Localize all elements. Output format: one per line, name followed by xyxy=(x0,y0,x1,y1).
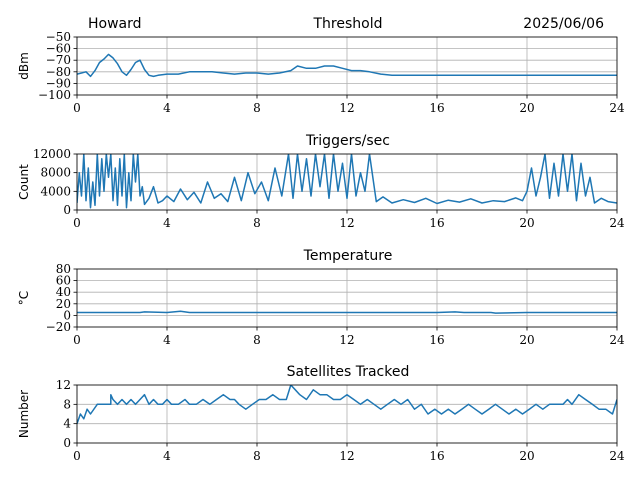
x-tick-label: 8 xyxy=(253,216,261,230)
panel-title: Satellites Tracked xyxy=(287,364,410,380)
x-tick-label: 12 xyxy=(339,101,354,115)
panel-title: Triggers/sec xyxy=(305,133,390,149)
y-tick-label: 40 xyxy=(56,285,71,299)
panel-3: 0 4 8 12 16 20 24 0 4 8 12 Satellites Tracked Number xyxy=(17,364,625,463)
x-tick-label: 20 xyxy=(519,449,534,463)
y-tick-label: −50 xyxy=(46,30,71,44)
y-tick-label: 0 xyxy=(63,203,71,217)
x-tick-label: 12 xyxy=(339,333,354,347)
y-tick-label: 8000 xyxy=(40,166,71,180)
panel-title: Temperature xyxy=(303,248,393,264)
x-tick-label: 24 xyxy=(609,101,625,115)
x-tick-label: 8 xyxy=(253,101,261,115)
x-tick-label: 12 xyxy=(339,449,354,463)
chart-panels: 0 4 8 12 16 20 24 −100−90−80−70−60−50 Threshold d… xyxy=(17,16,625,463)
panel-1: 0 4 8 12 16 20 24 0 4000 8000 12000 Triggers/sec Cou… xyxy=(17,133,625,230)
x-tick-label: 0 xyxy=(73,101,81,115)
y-tick-label: 4000 xyxy=(40,184,71,198)
y-tick-label: 0 xyxy=(63,436,71,450)
x-tick-label: 20 xyxy=(519,333,534,347)
x-tick-label: 16 xyxy=(429,216,444,230)
series-line xyxy=(77,310,617,314)
y-axis-label: dBm xyxy=(17,52,31,80)
series-line xyxy=(77,154,617,209)
x-tick-label: 8 xyxy=(253,449,261,463)
y-tick-label: 8 xyxy=(63,397,71,411)
y-tick-label: 12 xyxy=(56,378,71,392)
x-tick-label: 4 xyxy=(163,333,171,347)
y-axis-label: °C xyxy=(17,291,31,305)
y-tick-label: 12000 xyxy=(33,147,71,161)
x-tick-label: 16 xyxy=(429,101,444,115)
y-axis-label: Count xyxy=(17,164,31,200)
x-tick-label: 4 xyxy=(163,101,171,115)
y-tick-label: 0 xyxy=(63,308,71,322)
x-tick-label: 16 xyxy=(429,333,444,347)
x-tick-label: 20 xyxy=(519,216,534,230)
y-axis-label: Number xyxy=(17,390,31,438)
y-tick-label: −90 xyxy=(46,76,71,90)
x-tick-label: 0 xyxy=(73,216,81,230)
station-name: Howard xyxy=(88,16,142,32)
y-tick-label: 4 xyxy=(63,417,71,431)
y-tick-label: −100 xyxy=(38,88,71,102)
y-tick-label: −20 xyxy=(46,320,71,334)
y-tick-label: −60 xyxy=(46,42,71,56)
panel-title: Threshold xyxy=(313,16,383,32)
x-tick-label: 24 xyxy=(609,333,625,347)
panel-0: 0 4 8 12 16 20 24 −100−90−80−70−60−50 Threshold d… xyxy=(17,16,625,115)
x-tick-label: 4 xyxy=(163,216,171,230)
y-tick-label: 20 xyxy=(56,297,71,311)
x-tick-label: 20 xyxy=(519,101,534,115)
y-tick-label: −80 xyxy=(46,65,71,79)
series-line xyxy=(77,385,617,424)
series-line xyxy=(77,53,617,78)
x-tick-label: 0 xyxy=(73,449,81,463)
x-tick-label: 24 xyxy=(609,216,625,230)
x-tick-label: 8 xyxy=(253,333,261,347)
x-tick-label: 12 xyxy=(339,216,354,230)
y-tick-label: 60 xyxy=(56,274,71,288)
x-tick-label: 0 xyxy=(73,333,81,347)
y-tick-label: −70 xyxy=(46,53,71,67)
x-tick-label: 16 xyxy=(429,449,444,463)
report-date: 2025/06/06 xyxy=(523,16,604,32)
x-tick-label: 4 xyxy=(163,449,171,463)
y-tick-label: 80 xyxy=(56,262,71,276)
x-tick-label: 24 xyxy=(609,449,625,463)
